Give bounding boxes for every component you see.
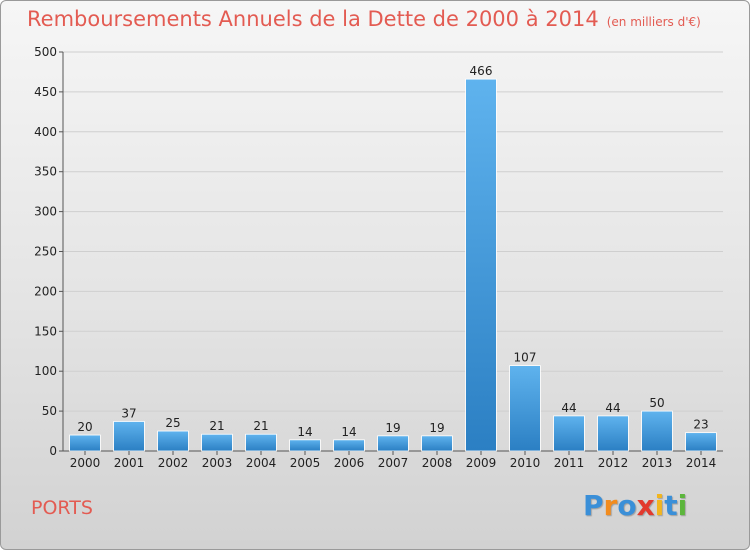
logo-letter: o	[617, 489, 637, 522]
x-tick-label-2003: 2003	[202, 456, 233, 470]
value-label-2006: 14	[341, 425, 356, 439]
value-label-2002: 25	[165, 416, 180, 430]
value-label-2001: 37	[121, 406, 136, 420]
bar-2006	[333, 439, 365, 452]
bar-2007	[377, 435, 409, 452]
y-tick-label-350: 350	[34, 165, 57, 179]
bar-2003	[201, 433, 233, 452]
logo-letter: P	[583, 489, 604, 522]
value-label-2007: 19	[385, 421, 400, 435]
x-tick-label-2004: 2004	[246, 456, 277, 470]
value-label-2009: 466	[470, 64, 493, 78]
bar-2002	[157, 430, 189, 452]
chart-title: Remboursements Annuels de la Dette de 20…	[27, 7, 701, 31]
chart-unit-label: (en milliers d'€)	[606, 15, 701, 29]
bar-2000	[69, 434, 101, 452]
x-tick-label-2001: 2001	[114, 456, 145, 470]
y-tick-label-200: 200	[34, 284, 57, 298]
bar-2009	[465, 78, 497, 452]
x-tick-label-2005: 2005	[290, 456, 321, 470]
bar-2004	[245, 433, 277, 452]
bar-2013	[641, 410, 673, 452]
x-tick-label-2007: 2007	[378, 456, 409, 470]
y-tick-label-150: 150	[34, 324, 57, 338]
bar-2012	[597, 415, 629, 452]
value-label-2012: 44	[605, 401, 620, 415]
x-tick-label-2009: 2009	[466, 456, 497, 470]
bar-2001	[113, 421, 145, 452]
y-tick-label-100: 100	[34, 364, 57, 378]
logo-letter: t	[664, 489, 678, 522]
proxiti-logo: Proxiti	[583, 489, 687, 522]
x-tick-label-2002: 2002	[158, 456, 189, 470]
bar-2008	[421, 435, 453, 452]
value-label-2004: 21	[253, 419, 268, 433]
y-tick-label-250: 250	[34, 245, 57, 259]
y-tick-label-400: 400	[34, 125, 57, 139]
value-label-2008: 19	[429, 421, 444, 435]
y-tick-label-0: 0	[49, 444, 57, 458]
bar-2014	[685, 432, 717, 452]
y-tick-label-300: 300	[34, 205, 57, 219]
logo-letter: i	[654, 489, 665, 522]
commune-name: PORTS	[31, 497, 93, 519]
logo-letter: i	[677, 489, 688, 522]
value-label-2011: 44	[561, 401, 576, 415]
y-tick-label-50: 50	[42, 404, 57, 418]
x-tick-label-2012: 2012	[598, 456, 629, 470]
y-tick-label-450: 450	[34, 85, 57, 99]
chart-title-text: Remboursements Annuels de la Dette de 20…	[27, 7, 599, 31]
x-tick-label-2014: 2014	[686, 456, 717, 470]
value-label-2005: 14	[297, 425, 312, 439]
value-label-2000: 20	[77, 420, 92, 434]
y-tick-label-500: 500	[34, 45, 57, 59]
logo-letter: x	[636, 489, 655, 522]
x-tick-label-2006: 2006	[334, 456, 365, 470]
bar-2005	[289, 439, 321, 452]
bar-2011	[553, 415, 585, 452]
x-tick-label-2013: 2013	[642, 456, 673, 470]
value-label-2014: 23	[693, 418, 708, 432]
value-label-2013: 50	[649, 396, 664, 410]
x-tick-label-2008: 2008	[422, 456, 453, 470]
bar-2010	[509, 365, 541, 452]
x-tick-label-2011: 2011	[554, 456, 585, 470]
logo-letter: r	[603, 489, 618, 522]
x-tick-label-2000: 2000	[70, 456, 101, 470]
value-label-2010: 107	[514, 351, 537, 365]
x-tick-label-2010: 2010	[510, 456, 541, 470]
value-label-2003: 21	[209, 419, 224, 433]
